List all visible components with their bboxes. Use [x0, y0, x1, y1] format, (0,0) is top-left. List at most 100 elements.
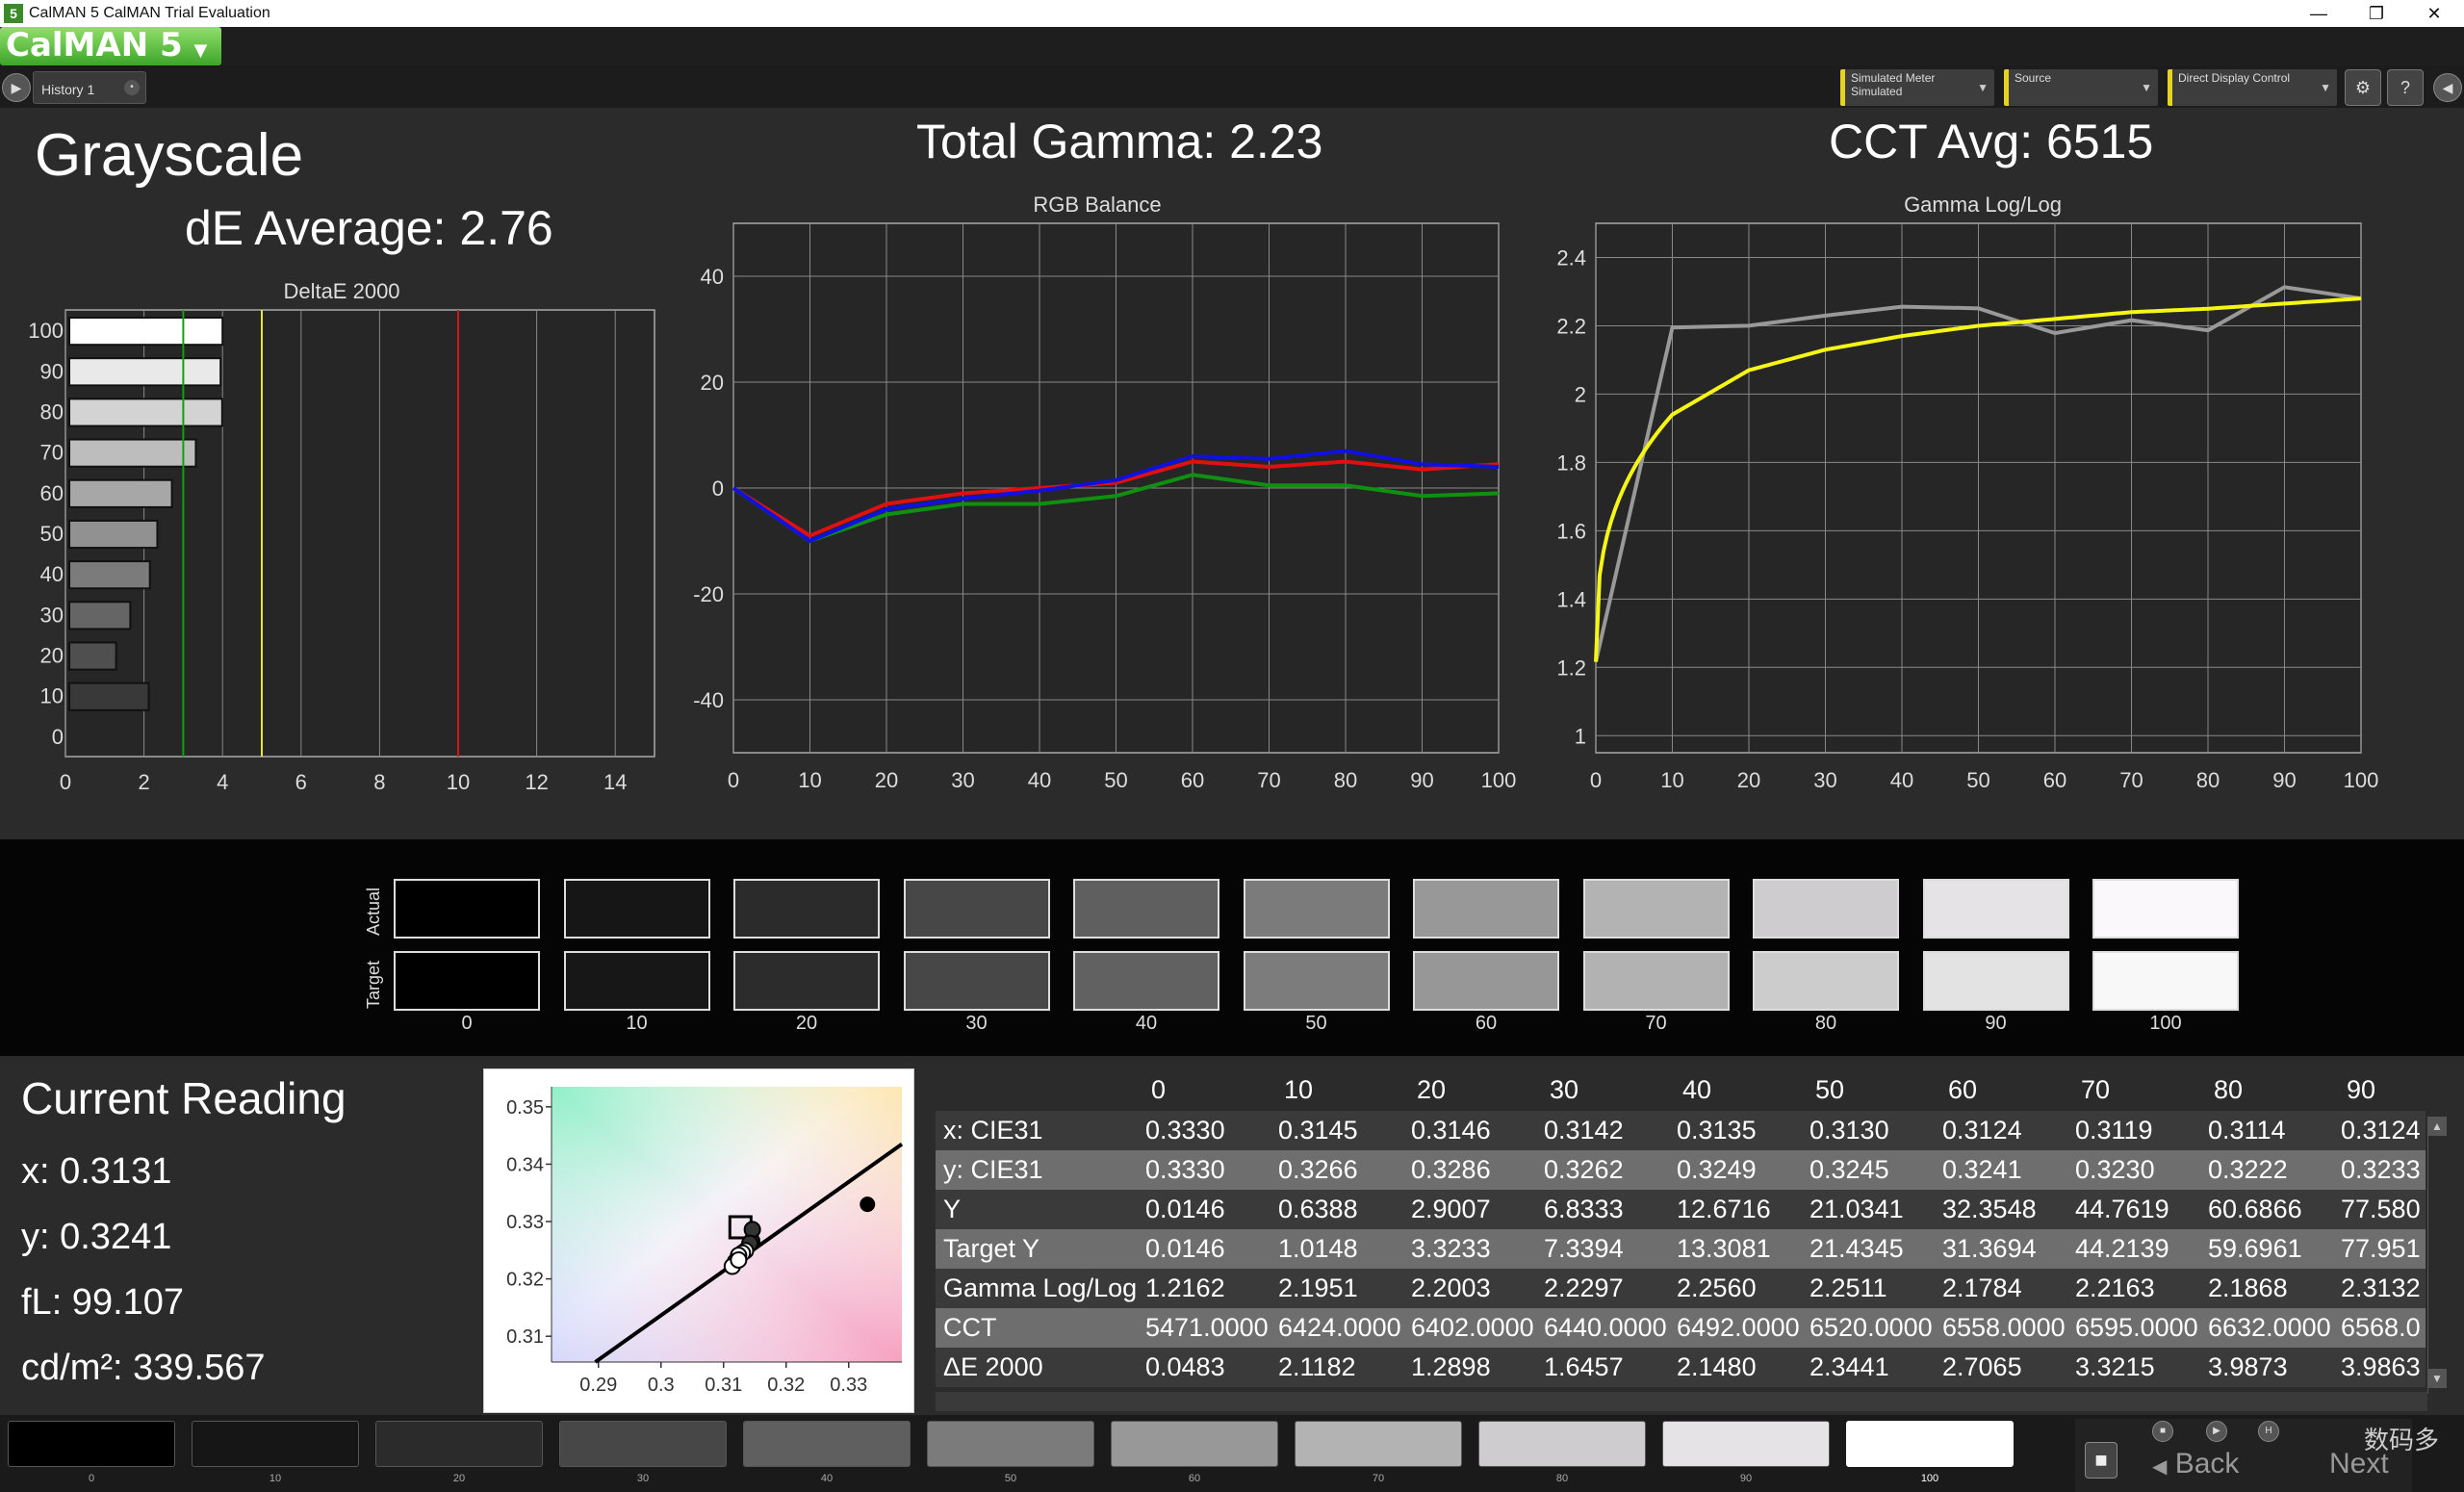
table-cell: 2.1868 — [2208, 1273, 2288, 1302]
calman-logo-button[interactable]: CalMAN 5 ▼ — [0, 27, 221, 65]
back-arrow-icon: ◀ — [2152, 1456, 2168, 1478]
patch-button[interactable] — [192, 1421, 359, 1467]
next-label: Next — [2329, 1448, 2389, 1479]
x-tick-label: 60 — [1181, 768, 1204, 792]
table-hscrollbar[interactable] — [936, 1392, 2427, 1411]
table-row[interactable]: Target Y 0.0146 1.0148 3.3233 7.3394 13.3081 2… — [936, 1229, 2426, 1269]
table-cell: 0.3130 — [1810, 1116, 1889, 1145]
stop-icon[interactable]: ■ — [2085, 1442, 2118, 1479]
table-row[interactable]: CCT 5471.0000 6424.0000 6402.0000 6440.0000 6… — [936, 1308, 2426, 1348]
stop-small-icon[interactable]: ■ — [2152, 1421, 2173, 1442]
settings-gear-icon[interactable]: ⚙ — [2345, 69, 2381, 106]
table-cell: 44.7619 — [2075, 1195, 2169, 1223]
next-button[interactable]: Next — [2329, 1448, 2426, 1486]
swatch-panel — [0, 839, 2464, 1056]
patch-label: 20 — [452, 1473, 466, 1484]
table-cell: 2.2163 — [2075, 1273, 2155, 1302]
series-line — [732, 449, 1500, 544]
table-cell: 0.3119 — [2075, 1116, 2153, 1145]
table-row[interactable]: y: CIE31 0.3330 0.3266 0.3286 0.3262 0.3249 0.… — [936, 1150, 2426, 1190]
patch-button[interactable] — [1846, 1421, 2014, 1467]
patch-label: 30 — [636, 1473, 650, 1484]
scroll-up-icon[interactable]: ▲ — [2427, 1117, 2447, 1136]
bar — [68, 519, 159, 550]
x-tick-label: 0.32 — [767, 1375, 805, 1396]
actual-swatch — [1753, 879, 1899, 939]
tab-history-1[interactable]: History 1 • — [33, 71, 146, 104]
column-header: 70 — [2081, 1075, 2111, 1104]
x-tick-label: 0.3 — [648, 1375, 675, 1396]
total-gamma: Total Gamma: 2.23 — [916, 115, 1323, 168]
deltae-chart-title: DeltaE 2000 — [283, 279, 400, 303]
y-tick-label: 60 — [40, 481, 64, 505]
table-row[interactable]: Y 0.0146 0.6388 2.9007 6.8333 12.6716 21.0341 3… — [936, 1190, 2426, 1229]
maximize-button[interactable]: ❐ — [2368, 4, 2385, 23]
table-cell: 6558.0000 — [1942, 1313, 2066, 1342]
close-button[interactable]: ✕ — [2426, 4, 2442, 23]
x-tick-label: 0 — [60, 770, 71, 794]
back-button[interactable]: ◀ Back — [2152, 1448, 2268, 1486]
table-row[interactable]: Gamma Log/Log 1.2162 2.1951 2.2003 2.2297 2.2… — [936, 1269, 2426, 1308]
column-header: 60 — [1948, 1075, 1978, 1104]
table-cell: 6568.0 — [2341, 1313, 2421, 1342]
column-header: 20 — [1417, 1075, 1447, 1104]
patch-button[interactable] — [559, 1421, 727, 1467]
table-scrollbar[interactable] — [2427, 1117, 2447, 1394]
swatch-label: 30 — [965, 1013, 988, 1034]
target-swatch — [2092, 951, 2239, 1011]
y-tick-label: 20 — [40, 644, 64, 668]
row-label: x: CIE31 — [943, 1116, 1043, 1145]
scroll-down-icon[interactable]: ▼ — [2427, 1369, 2447, 1388]
patch-button[interactable] — [8, 1421, 175, 1467]
y-tick-label: -20 — [693, 582, 724, 606]
play-small-icon[interactable]: ▶ — [2206, 1421, 2227, 1442]
table-cell: 21.0341 — [1810, 1195, 1904, 1223]
table-cell: 2.9007 — [1411, 1195, 1491, 1223]
patch-label: 10 — [269, 1473, 282, 1484]
x-tick-label: 60 — [2043, 768, 2066, 792]
help-icon[interactable]: ? — [2387, 69, 2424, 106]
table-header: 0 10 20 30 40 50 60 70 80 90 — [936, 1070, 2426, 1110]
minimize-button[interactable]: — — [2310, 4, 2327, 23]
patch-button[interactable] — [1478, 1421, 1646, 1467]
table-cell: 0.3146 — [1411, 1116, 1491, 1145]
table-row[interactable]: x: CIE31 0.3330 0.3145 0.3146 0.3142 0.3135 0.… — [936, 1111, 2426, 1150]
row-label: Gamma Log/Log — [943, 1273, 1138, 1302]
display-dropdown[interactable]: Direct Display Control ▼ — [2168, 69, 2337, 106]
table-cell: 21.4345 — [1810, 1234, 1904, 1263]
nav-controls — [2075, 1419, 2412, 1492]
reading-fl: fL: 99.107 — [21, 1282, 185, 1323]
row-label: y: CIE31 — [943, 1155, 1043, 1184]
patch-button[interactable] — [375, 1421, 543, 1467]
collapse-left-icon[interactable]: ◀ — [2433, 73, 2462, 102]
x-tick-label: 40 — [1028, 768, 1051, 792]
cie-plot: 0.35 0.34 0.33 0.32 0.31 0.29 0.3 0.31 0.32 0.33 — [506, 1087, 904, 1396]
add-tab-icon[interactable]: • — [124, 80, 140, 95]
table-row[interactable]: ΔE 2000 0.0483 2.1182 1.2898 1.6457 2.1480 2.3… — [936, 1348, 2426, 1387]
y-tick-label: 1.4 — [1556, 587, 1586, 611]
y-tick-label: 0.34 — [506, 1154, 544, 1175]
patch-button[interactable] — [1662, 1421, 1830, 1467]
y-tick-label: 20 — [701, 371, 724, 395]
table-cell: 0.3330 — [1145, 1116, 1225, 1145]
table-cell: 2.2297 — [1544, 1273, 1624, 1302]
patch-button[interactable] — [1111, 1421, 1278, 1467]
x-tick-label: 0 — [1590, 768, 1602, 792]
patch-button[interactable] — [1295, 1421, 1462, 1467]
x-tick-label: 100 — [1481, 768, 1517, 792]
patch-button[interactable] — [743, 1421, 911, 1467]
measured-point — [730, 1250, 748, 1269]
play-icon[interactable]: ▶ — [2, 73, 31, 102]
column-header: 50 — [1815, 1075, 1845, 1104]
back-label: Back — [2174, 1448, 2240, 1479]
table-cell: 1.0148 — [1278, 1234, 1358, 1263]
meter-dropdown[interactable]: Simulated Meter Simulated ▼ — [1840, 69, 1994, 106]
watermark-logo: 数码多 — [2364, 1426, 2440, 1454]
patch-button[interactable] — [927, 1421, 1094, 1467]
gamma-chart: 0 10 20 30 40 50 60 70 80 90 100 2.4 2.2 2 1.8 1.6 1.4 1.… — [1556, 222, 2378, 792]
source-dropdown[interactable]: Source ▼ — [2004, 69, 2158, 106]
display-label: Direct Display Control — [2178, 71, 2291, 85]
hold-icon[interactable]: H — [2258, 1421, 2279, 1442]
tab-label: History 1 — [41, 82, 95, 97]
target-swatch — [733, 951, 880, 1011]
